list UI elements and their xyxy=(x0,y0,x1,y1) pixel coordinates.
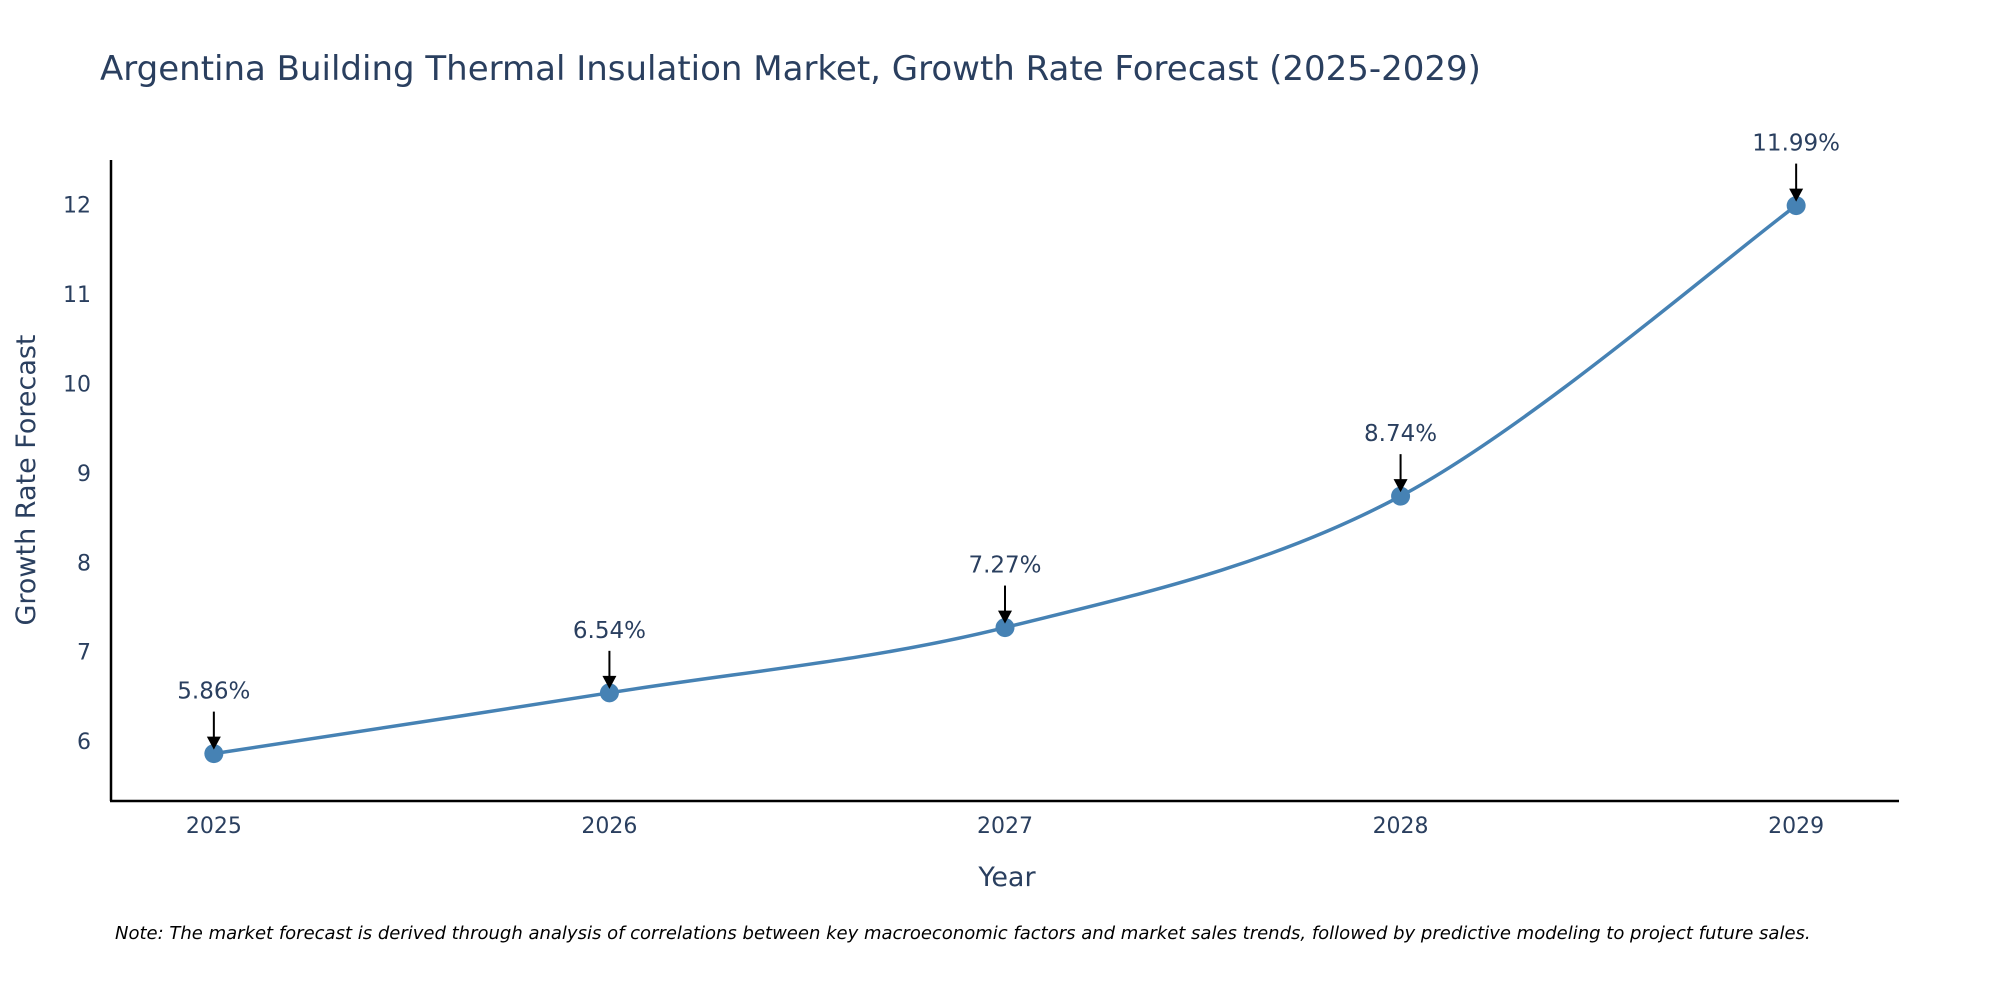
y-tick-label: 8 xyxy=(77,551,91,576)
y-axis-title: Growth Rate Forecast xyxy=(11,334,42,625)
y-tick-label: 7 xyxy=(77,641,91,666)
annotation-arrowhead xyxy=(1393,479,1408,493)
y-tick-label: 9 xyxy=(77,462,91,487)
x-tick-label: 2026 xyxy=(581,814,637,839)
annotation-arrowhead xyxy=(602,675,617,689)
data-point xyxy=(1786,196,1806,216)
data-point xyxy=(995,618,1015,638)
plot-area: 6 7 8 9 10 11 12 2025 2026 2027 2028 2029 5.86% 6.54%… xyxy=(63,131,1899,839)
annotation-arrowhead xyxy=(1789,188,1804,202)
annotation-arrowhead xyxy=(206,736,221,750)
y-tick-label: 11 xyxy=(63,283,91,308)
data-label: 6.54% xyxy=(573,618,646,644)
footnote: Note: The market forecast is derived thr… xyxy=(115,923,1811,944)
data-point xyxy=(599,683,619,703)
y-tick-label: 10 xyxy=(63,373,91,398)
data-label: 5.86% xyxy=(177,679,250,705)
data-label: 11.99% xyxy=(1752,131,1840,157)
x-tick-label: 2028 xyxy=(1373,814,1429,839)
x-tick-label: 2025 xyxy=(186,814,242,839)
series-line xyxy=(212,203,1798,756)
data-label: 7.27% xyxy=(968,553,1041,579)
x-tick-label: 2027 xyxy=(977,814,1033,839)
annotation-arrowhead xyxy=(998,610,1012,624)
y-tick-label: 6 xyxy=(77,730,91,755)
chart-title: Argentina Building Thermal Insulation Ma… xyxy=(100,49,1481,89)
x-tick-label: 2029 xyxy=(1768,814,1824,839)
data-point xyxy=(204,744,224,764)
data-label: 8.74% xyxy=(1364,421,1437,447)
data-point xyxy=(1391,486,1411,506)
y-tick-label: 12 xyxy=(63,194,91,219)
x-axis-title: Year xyxy=(977,862,1036,893)
